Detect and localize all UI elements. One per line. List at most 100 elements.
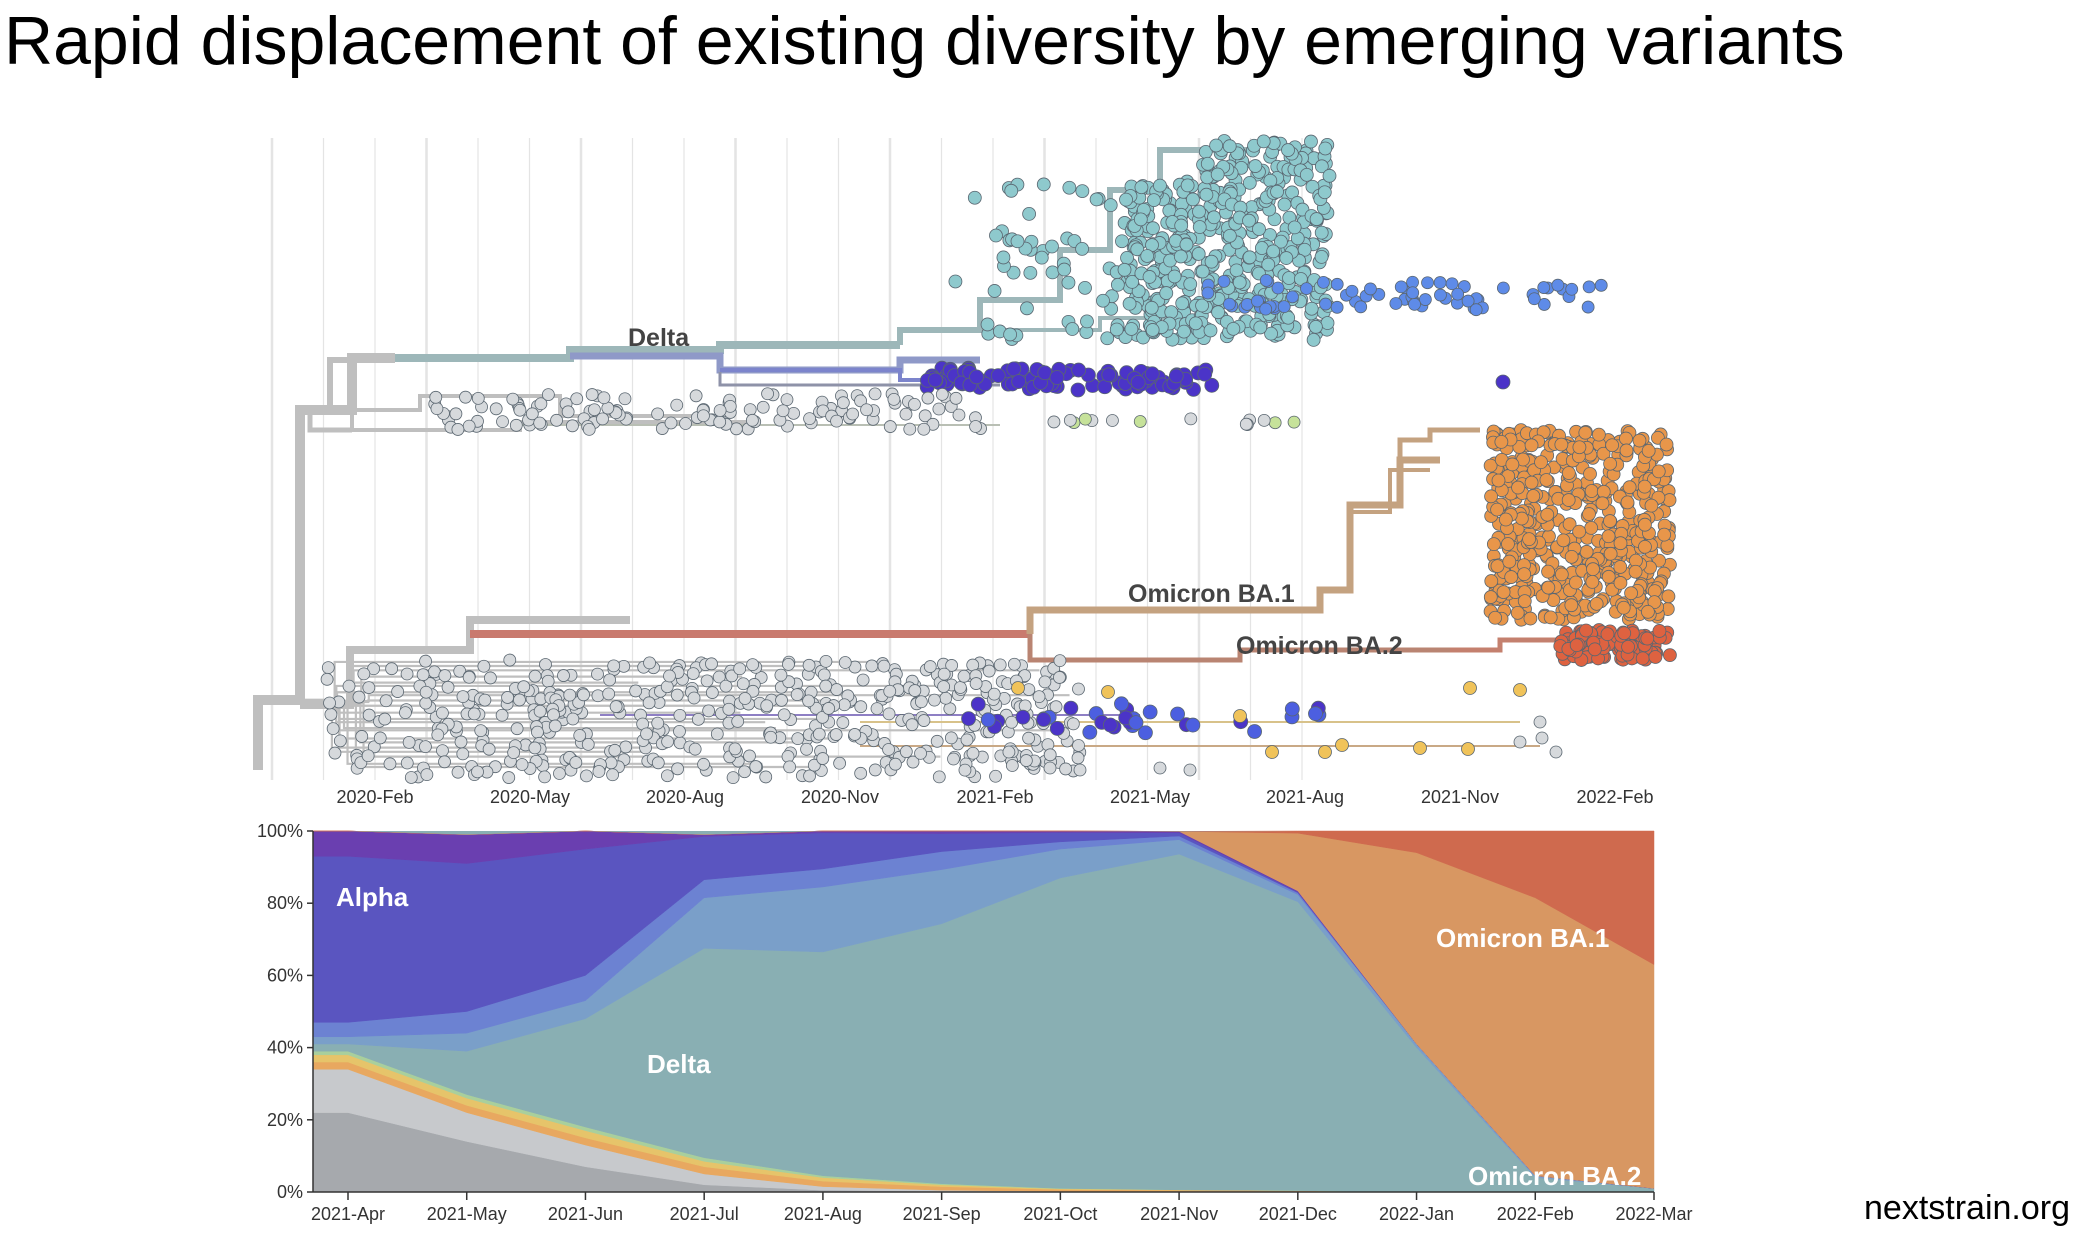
tree-tip-delta	[1179, 237, 1194, 252]
tree-tip-basal	[596, 412, 609, 426]
tree-tip-basal	[541, 674, 555, 688]
tree-tip-basal	[877, 659, 891, 673]
tree-tip-delta	[1100, 331, 1115, 346]
tree-tip-delta	[1204, 254, 1219, 269]
tree-tip-basal	[1183, 763, 1197, 777]
tree-tip-delta	[1146, 193, 1161, 208]
tree-tip-delta	[967, 190, 982, 205]
tree-tip-alpha	[1308, 706, 1323, 722]
tree-tip-alpha	[990, 368, 1006, 384]
y-tick-label: 40%	[267, 1038, 303, 1058]
tree-tip-basal	[781, 750, 795, 763]
tree-tip-basal	[441, 680, 455, 694]
tree-tip-basal	[471, 391, 485, 405]
tree-tip-delta	[1045, 239, 1059, 254]
tree-tip-basal	[802, 694, 815, 708]
tree-tip-basal	[342, 679, 356, 693]
tree-tip-basal	[1059, 762, 1073, 776]
tree-tip-basal	[402, 735, 416, 749]
tree-tip-ba1	[1572, 524, 1587, 539]
tree-tip-delta	[1075, 184, 1090, 198]
tree-tip-ba2	[1579, 623, 1593, 638]
x-tick-label: 2021-Dec	[1259, 1204, 1337, 1224]
tree-tip-basal	[1038, 675, 1052, 689]
tree-tip-basal	[399, 706, 412, 720]
tree-tip-ba1	[1543, 610, 1558, 625]
tree-branch	[327, 357, 395, 405]
tree-tip-delta	[1006, 265, 1021, 280]
tree-tip-basal	[905, 718, 919, 732]
tree-tip-ba1	[1584, 520, 1599, 535]
tree-tip-basal	[870, 702, 884, 716]
tree-tip-basal	[643, 656, 656, 670]
tree-tip-blue	[1565, 282, 1579, 296]
tree-tip-basal	[761, 387, 774, 401]
tree-tip-delta	[1117, 262, 1132, 277]
tree-tip-delta	[1200, 156, 1215, 171]
tree-tip-other	[1011, 681, 1025, 695]
tree-tip-basal	[987, 687, 1001, 701]
tree-tip-delta	[1140, 249, 1155, 263]
tree-tip-delta	[1299, 167, 1314, 182]
tree-tip-basal	[1535, 731, 1549, 745]
tree-tip-delta	[1293, 272, 1308, 286]
tree-tip-alpha	[970, 696, 986, 712]
tree-tip-blue	[1537, 298, 1551, 311]
tree-tip-basal	[736, 677, 750, 691]
tree-tip-basal	[361, 749, 375, 763]
tree-tip-ba2	[1617, 626, 1632, 641]
tree-tip-basal	[323, 696, 336, 710]
y-tick-label: 80%	[267, 893, 303, 913]
tree-tip-ba1	[1572, 440, 1587, 455]
tree-tip-basal	[561, 405, 575, 419]
tree-tip-ba1	[1622, 480, 1637, 495]
tree-tip-ba1	[1522, 532, 1536, 547]
tree-tip-delta	[1304, 134, 1318, 149]
tree-tip-ba1	[1568, 575, 1583, 590]
tree-tip-basal	[513, 693, 526, 707]
area-other-lineage	[312, 835, 1655, 1189]
tree-tip-basal	[1549, 745, 1563, 759]
tree-tip-basal	[932, 402, 946, 416]
tree-tip-other	[1265, 745, 1279, 759]
tree-tip-delta	[1314, 159, 1329, 174]
x-tick-label: 2021-Sep	[903, 1204, 981, 1224]
tree-tip-basal	[790, 688, 804, 702]
tree-tip-basal	[906, 755, 920, 769]
tree-tip-basal	[391, 685, 405, 698]
tree-tip-alpha	[1036, 712, 1052, 727]
tree-tip-delta	[1164, 305, 1179, 320]
tree-tip-ba1	[1613, 536, 1628, 551]
tree-tip-ba2	[1652, 624, 1667, 638]
tree-tip-basal	[952, 408, 966, 422]
tree-tip-blue	[1496, 281, 1510, 295]
tree-tip-basal	[553, 767, 566, 780]
tree-tip-basal	[728, 742, 742, 756]
tree-tip-basal	[969, 420, 982, 433]
tree-tip-basal	[700, 674, 714, 688]
tree-tip-other	[1413, 741, 1427, 755]
tree-tip-other	[1287, 415, 1301, 429]
tree-branch	[1026, 456, 1440, 634]
tree-tip-blue	[1271, 281, 1285, 295]
tree-branch	[1350, 468, 1430, 514]
tree-tip-ba1	[1603, 546, 1618, 561]
tree-tip-basal	[670, 688, 684, 702]
tree-tip-ba1	[1638, 517, 1652, 532]
tree-tip-basal	[541, 388, 555, 401]
area-delta	[312, 853, 1655, 1193]
tree-tip-basal	[710, 727, 724, 741]
tree-tip-basal	[1032, 690, 1046, 704]
tree-tip-delta	[1317, 185, 1332, 200]
tree-tip-basal	[550, 413, 563, 427]
tree-tip-other	[1133, 415, 1147, 428]
tree-tip-ba1	[1620, 495, 1635, 510]
tree-tip-ba1	[1603, 456, 1618, 471]
tree-tip-basal	[966, 746, 980, 760]
tree-tip-basal	[355, 730, 369, 743]
tree-tip-basal	[846, 407, 860, 421]
tree-tip-basal	[483, 671, 497, 685]
tree-tip-basal	[1071, 751, 1085, 765]
tree-tip-ba2	[1635, 651, 1650, 666]
frequency-areas	[312, 830, 1655, 1193]
